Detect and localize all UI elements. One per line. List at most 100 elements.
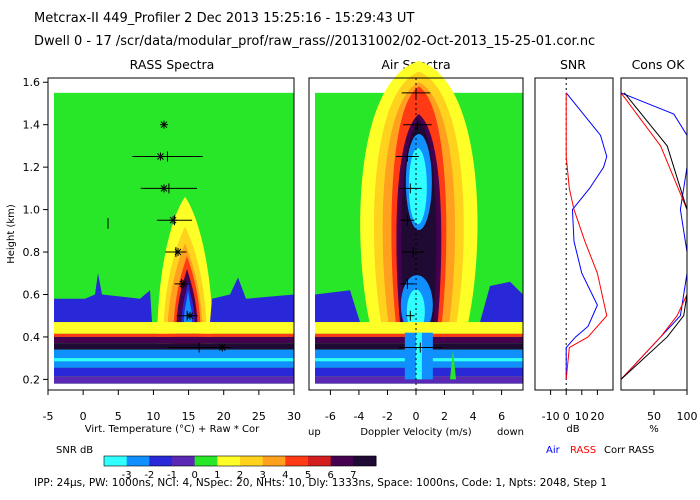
snr-line-air bbox=[565, 92, 608, 380]
x-tick-label: 0 bbox=[413, 410, 420, 423]
legend-rass: RASS bbox=[570, 445, 596, 456]
x-tick-label: 30 bbox=[287, 410, 301, 423]
air-x-axis: -6 -4 -2 0 2 4 6 bbox=[325, 390, 505, 423]
scale-tick-label: -2 bbox=[144, 470, 154, 481]
air-markers bbox=[396, 87, 442, 353]
y-tick-label: 1.0 bbox=[23, 204, 41, 217]
rass-snr-field bbox=[54, 92, 294, 384]
rass-x-label: Virt. Temperature (°C) + Raw * Cor bbox=[85, 424, 260, 435]
corrected-marker bbox=[156, 152, 165, 161]
air-snr-core bbox=[408, 148, 427, 225]
x-tick-label: -10 bbox=[542, 410, 560, 423]
corrected-marker-stroke bbox=[169, 216, 177, 224]
legend-corr-rass: Corr RASS bbox=[604, 445, 654, 456]
rass-surface-layer bbox=[54, 349, 294, 359]
rass-surface-layer bbox=[54, 367, 294, 377]
corrected-marker bbox=[159, 184, 168, 193]
scale-swatch bbox=[217, 456, 241, 466]
cons-panel-title: Cons OK bbox=[632, 57, 686, 72]
header-path: Dwell 0 - 17 /scr/data/modular_prof/raw_… bbox=[34, 34, 595, 49]
corrected-marker-stroke bbox=[160, 185, 168, 192]
x-tick-label: -6 bbox=[325, 410, 336, 423]
rass-spectra-panel: RASS Spectra -5 0 5 10 15 20 25 30 0.2 0.4 0.6 0.8… bbox=[6, 57, 301, 435]
rass-snr-region bbox=[54, 273, 152, 323]
corrected-marker bbox=[185, 311, 194, 320]
y-tick-label: 0.6 bbox=[23, 288, 41, 301]
x-tick-label: 100 bbox=[677, 410, 698, 423]
air-snr-region bbox=[315, 290, 360, 323]
snr-line-rass bbox=[565, 92, 608, 380]
scale-swatch bbox=[240, 456, 264, 466]
air-green-spike bbox=[450, 349, 456, 380]
scale-tick-label: 5 bbox=[305, 470, 311, 481]
rass-surface-layer bbox=[54, 333, 294, 337]
corrected-marker-stroke bbox=[160, 121, 168, 129]
air-surface-layer bbox=[315, 376, 523, 384]
cons-lines bbox=[620, 78, 688, 390]
rass-panel-title: RASS Spectra bbox=[130, 57, 215, 72]
cons-x-label: % bbox=[649, 424, 659, 435]
air-x-label-down: down bbox=[497, 427, 524, 438]
scale-tick-label: 4 bbox=[282, 470, 288, 481]
footer-parameters: IPP: 24μs, PW: 1000ns, NCI: 4, NSpec: 20… bbox=[34, 477, 607, 489]
rass-surface-layer bbox=[54, 343, 294, 350]
snr-x-axis: -10 0 10 20 bbox=[542, 390, 604, 423]
cons-line-corr-rass bbox=[620, 92, 688, 380]
y-tick-label: 1.4 bbox=[23, 119, 41, 132]
scale-swatch bbox=[149, 456, 173, 466]
height-axis-label: Height (km) bbox=[6, 204, 17, 264]
height-axis: 0.2 0.4 0.6 0.8 1.0 1.2 1.4 1.6 bbox=[23, 76, 48, 386]
scale-tick-label: -3 bbox=[122, 470, 132, 481]
scale-tick-label: 6 bbox=[327, 470, 333, 481]
snr-panel-title: SNR bbox=[560, 57, 586, 72]
x-tick-label: 0 bbox=[563, 410, 570, 423]
snr-scale-bar bbox=[103, 455, 377, 467]
cons-line-air bbox=[620, 92, 688, 380]
scale-tick-label: 0 bbox=[191, 470, 197, 481]
corrected-marker-stroke bbox=[174, 248, 182, 256]
header-title: Metcrax-II 449_Profiler 2 Dec 2013 15:25… bbox=[34, 11, 414, 26]
corrected-marker bbox=[218, 343, 227, 352]
rass-surface-layer bbox=[54, 358, 294, 362]
cons-line-rass bbox=[620, 92, 688, 380]
scale-frame bbox=[103, 455, 377, 467]
rass-surface-layer bbox=[54, 361, 294, 368]
y-tick-label: 0.8 bbox=[23, 246, 41, 259]
corrected-marker-stroke bbox=[218, 344, 226, 351]
x-tick-label: 20 bbox=[590, 410, 604, 423]
corrected-marker-stroke bbox=[179, 280, 187, 288]
snr-color-scale: SNR dB -3 -2 -1 0 1 2 3 4 5 6 7 bbox=[56, 445, 377, 481]
air-surface-layer bbox=[315, 322, 523, 334]
snr-scale-label: SNR dB bbox=[56, 445, 93, 456]
y-tick-label: 1.2 bbox=[23, 161, 41, 174]
scale-tick-label: 7 bbox=[350, 470, 356, 481]
x-tick-label: 4 bbox=[470, 410, 477, 423]
line-legend: Air RASS Corr RASS bbox=[546, 445, 654, 456]
rass-snr-region bbox=[210, 277, 294, 323]
scale-tick-label: -1 bbox=[167, 470, 177, 481]
legend-air: Air bbox=[546, 445, 561, 456]
scale-swatch bbox=[285, 456, 309, 466]
y-tick-label: 1.6 bbox=[23, 76, 41, 89]
x-tick-label: 50 bbox=[647, 410, 661, 423]
scale-swatch bbox=[308, 456, 332, 466]
snr-lines bbox=[565, 78, 608, 390]
x-tick-label: 15 bbox=[182, 410, 196, 423]
x-tick-label: -2 bbox=[382, 410, 393, 423]
corrected-marker-stroke bbox=[157, 153, 164, 160]
scale-tick-label: 3 bbox=[259, 470, 265, 481]
corrected-marker bbox=[174, 248, 183, 257]
scale-swatch bbox=[104, 456, 128, 466]
x-tick-label: -4 bbox=[353, 410, 364, 423]
corrected-marker-stroke bbox=[186, 312, 194, 320]
snr-panel: SNR -10 0 10 20 dB bbox=[534, 57, 614, 435]
rass-markers bbox=[132, 120, 231, 353]
cons-ok-panel: Cons OK 50 100 % bbox=[620, 57, 698, 435]
air-snr-region bbox=[480, 281, 523, 323]
scale-swatch bbox=[262, 456, 286, 466]
corrected-marker bbox=[178, 279, 187, 288]
rass-surface-layer bbox=[54, 376, 294, 384]
x-tick-label: 6 bbox=[498, 410, 505, 423]
